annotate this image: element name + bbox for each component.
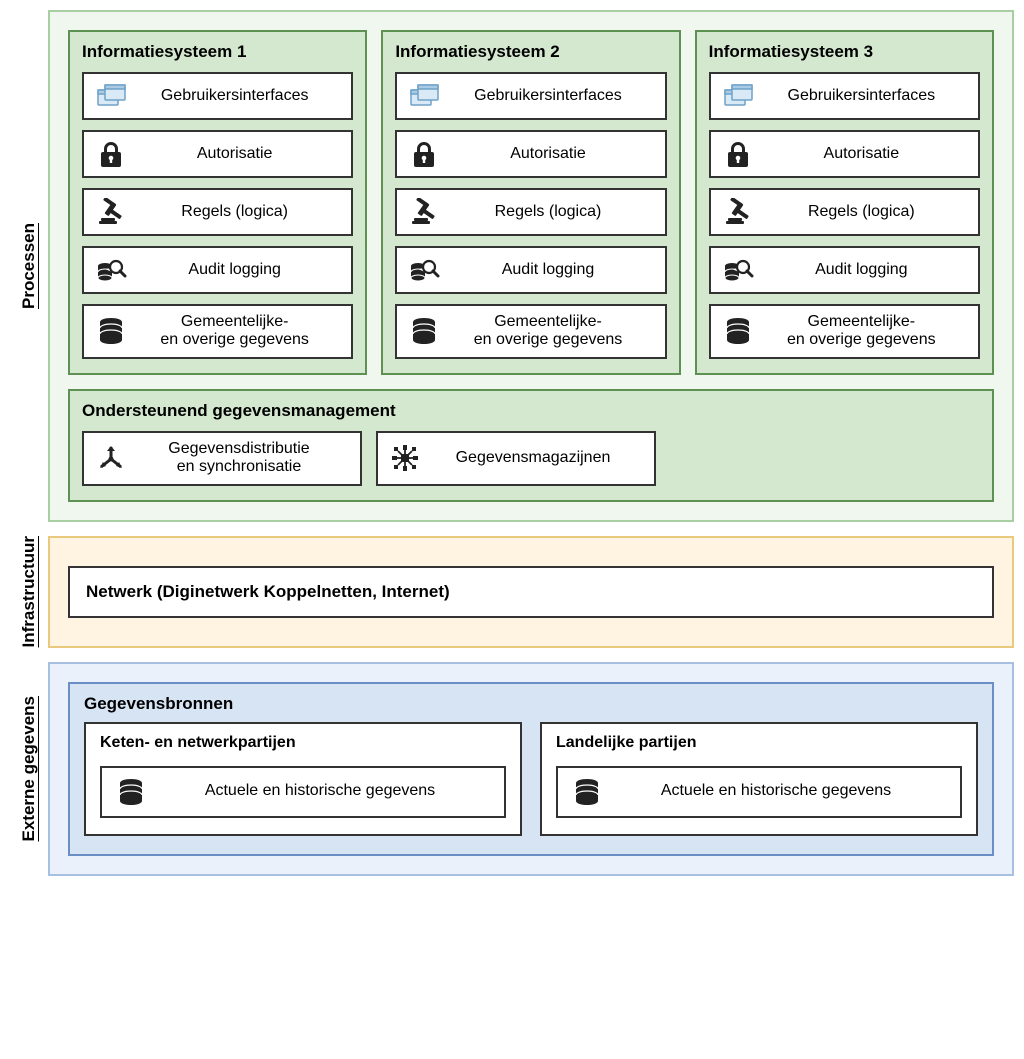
ui-icon [721,82,755,110]
lock-icon [407,139,441,169]
item-auth: Autorisatie [82,130,353,178]
support-item-distribute: Gegevensdistributieen synchronisatie [82,431,362,486]
network-title: Netwerk (Diginetwerk Koppelnetten, Inter… [86,582,976,602]
section-label-infra: Infrastructuur [10,536,48,648]
section-externe: Externe gegevens Gegevensbronnen Keten- … [10,662,1014,876]
item-label: Audit logging [441,261,654,279]
gavel-icon [407,198,441,226]
source-col-title: Keten- en netwerkpartijen [100,734,506,752]
gavel-icon [94,198,128,226]
item-label: Actuele en historische gegevens [604,782,948,800]
audit-icon [407,256,441,284]
support-item-hub: Gegevensmagazijnen [376,431,656,486]
source-col-title: Landelijke partijen [556,734,962,752]
item-ui: Gebruikersinterfaces [709,72,980,120]
source-item: Actuele en historische gegevens [556,766,962,818]
database-icon [407,316,441,346]
section-label-text: Infrastructuur [19,536,39,647]
systems-row: Informatiesysteem 1 Gebruikersinterfaces… [68,30,994,375]
item-label: Gemeentelijke-en overige gegevens [128,313,341,350]
ui-icon [94,82,128,110]
database-icon [114,777,148,807]
system-box-3: Informatiesysteem 3 Gebruikersinterfaces… [695,30,994,375]
item-label: Gemeentelijke-en overige gegevens [441,313,654,350]
support-row: Gegevensdistributieen synchronisatie Geg… [82,431,980,486]
system-title: Informatiesysteem 3 [709,42,980,62]
item-audit: Audit logging [82,246,353,294]
support-title: Ondersteunend gegevensmanagement [82,401,980,421]
item-label: Regels (logica) [441,203,654,221]
section-label-text: Processen [19,223,39,309]
database-icon [94,316,128,346]
item-label: Gebruikersinterfaces [755,87,968,105]
item-label: Regels (logica) [755,203,968,221]
distribute-icon [94,443,128,473]
system-title: Informatiesysteem 2 [395,42,666,62]
item-label: Gebruikersinterfaces [441,87,654,105]
source-col-landelijk: Landelijke partijen Actuele en historisc… [540,722,978,836]
ui-icon [407,82,441,110]
item-label: Gemeentelijke-en overige gegevens [755,313,968,350]
audit-icon [94,256,128,284]
item-label: Audit logging [128,261,341,279]
item-label: Gebruikersinterfaces [128,87,341,105]
item-label: Audit logging [755,261,968,279]
item-data: Gemeentelijke-en overige gegevens [82,304,353,359]
item-label: Actuele en historische gegevens [148,782,492,800]
system-box-1: Informatiesysteem 1 Gebruikersinterfaces… [68,30,367,375]
item-label: Regels (logica) [128,203,341,221]
item-rules: Regels (logica) [709,188,980,236]
item-auth: Autorisatie [395,130,666,178]
lock-icon [721,139,755,169]
section-label-text: Externe gegevens [19,696,39,842]
item-rules: Regels (logica) [395,188,666,236]
infra-body: Netwerk (Diginetwerk Koppelnetten, Inter… [48,536,1014,648]
item-ui: Gebruikersinterfaces [82,72,353,120]
item-auth: Autorisatie [709,130,980,178]
item-label: Autorisatie [441,145,654,163]
item-data: Gemeentelijke-en overige gegevens [395,304,666,359]
source-col-keten: Keten- en netwerkpartijen Actuele en his… [84,722,522,836]
section-processen: Processen Informatiesysteem 1 Gebruikers… [10,10,1014,522]
sources-box: Gegevensbronnen Keten- en netwerkpartije… [68,682,994,856]
item-rules: Regels (logica) [82,188,353,236]
section-infrastructuur: Infrastructuur Netwerk (Diginetwerk Kopp… [10,536,1014,648]
network-box: Netwerk (Diginetwerk Koppelnetten, Inter… [68,566,994,618]
item-audit: Audit logging [395,246,666,294]
system-box-2: Informatiesysteem 2 Gebruikersinterfaces… [381,30,680,375]
database-icon [570,777,604,807]
item-data: Gemeentelijke-en overige gegevens [709,304,980,359]
sources-title: Gegevensbronnen [84,694,978,714]
support-box: Ondersteunend gegevensmanagement Gegeven… [68,389,994,502]
item-label: Autorisatie [128,145,341,163]
externe-body: Gegevensbronnen Keten- en netwerkpartije… [48,662,1014,876]
lock-icon [94,139,128,169]
item-ui: Gebruikersinterfaces [395,72,666,120]
sources-row: Keten- en netwerkpartijen Actuele en his… [84,722,978,836]
gavel-icon [721,198,755,226]
hub-icon [388,443,422,473]
audit-icon [721,256,755,284]
item-label: Autorisatie [755,145,968,163]
section-label-processen: Processen [10,10,48,522]
item-label: Gegevensmagazijnen [422,449,644,467]
processen-body: Informatiesysteem 1 Gebruikersinterfaces… [48,10,1014,522]
database-icon [721,316,755,346]
item-audit: Audit logging [709,246,980,294]
source-item: Actuele en historische gegevens [100,766,506,818]
section-label-externe: Externe gegevens [10,662,48,876]
system-title: Informatiesysteem 1 [82,42,353,62]
item-label: Gegevensdistributieen synchronisatie [128,440,350,477]
